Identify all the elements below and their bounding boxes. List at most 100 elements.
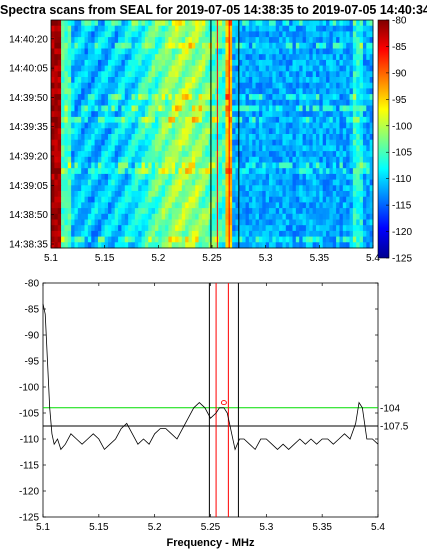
heatmap-cell xyxy=(198,213,203,220)
heatmap-cell xyxy=(138,54,142,61)
heatmap-cell xyxy=(94,48,99,55)
heatmap-cell xyxy=(289,128,293,135)
heatmap-cell xyxy=(359,54,364,61)
heatmap-cell xyxy=(279,42,283,49)
heatmap-cell xyxy=(319,202,324,209)
heatmap-cell xyxy=(97,185,102,192)
heatmap-cell xyxy=(312,185,317,192)
heatmap-cell xyxy=(342,236,347,243)
heatmap-cell xyxy=(205,236,210,243)
heatmap-cell xyxy=(235,225,240,232)
heatmap-cell xyxy=(178,116,183,123)
heatmap-cell xyxy=(272,122,277,129)
heatmap-cell xyxy=(275,48,280,55)
heatmap-cell xyxy=(289,151,293,158)
heatmap-cell xyxy=(225,25,230,32)
heatmap-cell xyxy=(255,59,260,66)
heatmap-cell xyxy=(356,71,360,78)
heatmap-cell xyxy=(292,236,297,243)
heatmap-cell xyxy=(158,213,163,220)
heatmap-cell xyxy=(165,111,169,118)
heatmap-cell xyxy=(191,242,196,249)
heatmap-cell xyxy=(185,145,189,152)
heatmap-cell xyxy=(97,151,102,158)
heatmap-cell xyxy=(245,94,250,101)
heatmap-cell xyxy=(84,213,89,220)
heatmap-cell xyxy=(64,162,69,169)
heatmap-cell xyxy=(265,128,270,135)
heatmap-cell xyxy=(295,42,300,49)
heatmap-cell xyxy=(195,105,199,112)
heatmap-cell xyxy=(322,122,327,129)
heatmap-cell xyxy=(248,236,253,243)
heatmap-cell xyxy=(258,59,263,66)
heatmap-cell xyxy=(228,242,233,249)
heatmap-cell xyxy=(171,65,176,72)
heatmap-cell xyxy=(138,71,142,78)
heatmap-cell xyxy=(57,151,62,158)
heatmap-cell xyxy=(178,168,183,175)
heatmap-cell xyxy=(292,168,297,175)
heatmap-cell xyxy=(342,179,347,186)
heatmap-cell xyxy=(232,151,236,158)
line-xtick-label: 5.3 xyxy=(259,522,273,533)
heatmap-cell xyxy=(218,145,223,152)
heatmap-cell xyxy=(369,213,374,220)
heatmap-cell xyxy=(61,134,65,141)
heatmap-cell xyxy=(346,42,350,49)
heatmap-cell xyxy=(91,111,95,118)
heatmap-cell xyxy=(94,173,99,180)
heatmap-cell xyxy=(84,20,89,27)
heatmap-cell xyxy=(134,202,139,209)
heatmap-cell xyxy=(322,168,327,175)
heatmap-cell xyxy=(94,99,99,106)
heatmap-cell xyxy=(248,162,253,169)
heatmap-cell xyxy=(51,77,55,84)
heatmap-cell xyxy=(362,105,367,112)
heatmap-cell xyxy=(67,128,72,135)
heatmap-cell xyxy=(165,25,169,32)
heatmap-cell xyxy=(185,179,189,186)
line-xtick-label: 5.15 xyxy=(89,522,109,533)
heatmap-cell xyxy=(121,202,126,209)
heatmap-cell xyxy=(312,128,317,135)
heatmap-cell xyxy=(326,168,330,175)
heatmap-cell xyxy=(225,139,230,146)
heatmap-cell xyxy=(201,111,206,118)
heatmap-cell xyxy=(94,191,99,198)
heatmap-cell xyxy=(285,168,290,175)
heatmap-cell xyxy=(181,196,186,203)
heatmap-cell xyxy=(61,99,65,106)
heatmap-cell xyxy=(175,134,179,141)
heatmap-cell xyxy=(212,122,216,129)
heatmap-cell xyxy=(94,82,99,89)
heatmap-cell xyxy=(356,42,360,49)
heatmap-cell xyxy=(212,230,216,237)
heatmap-ytick-label: 14:38:35 xyxy=(9,240,48,251)
heatmap-cell xyxy=(248,225,253,232)
heatmap-cell xyxy=(349,242,354,249)
heatmap-cell xyxy=(188,99,193,106)
heatmap-cell xyxy=(81,31,85,38)
heatmap-cell xyxy=(356,185,360,192)
heatmap-cell xyxy=(114,94,119,101)
heatmap-cell xyxy=(275,99,280,106)
heatmap-cell xyxy=(185,230,189,237)
heatmap-cell xyxy=(138,116,142,123)
heatmap-cell xyxy=(275,59,280,66)
heatmap-cell xyxy=(165,42,169,49)
heatmap-cell xyxy=(91,219,95,226)
heatmap-cell xyxy=(279,196,283,203)
heatmap-cell xyxy=(54,196,59,203)
heatmap-cell xyxy=(168,31,173,38)
heatmap-cell xyxy=(158,25,163,32)
heatmap-cell xyxy=(181,139,186,146)
heatmap-cell xyxy=(198,225,203,232)
heatmap-cell xyxy=(165,37,169,44)
heatmap-cell xyxy=(292,122,297,129)
heatmap-cell xyxy=(242,196,246,203)
heatmap-cell xyxy=(265,191,270,198)
heatmap-cell xyxy=(161,94,166,101)
heatmap-cell xyxy=(111,185,116,192)
heatmap-cell xyxy=(225,156,230,163)
